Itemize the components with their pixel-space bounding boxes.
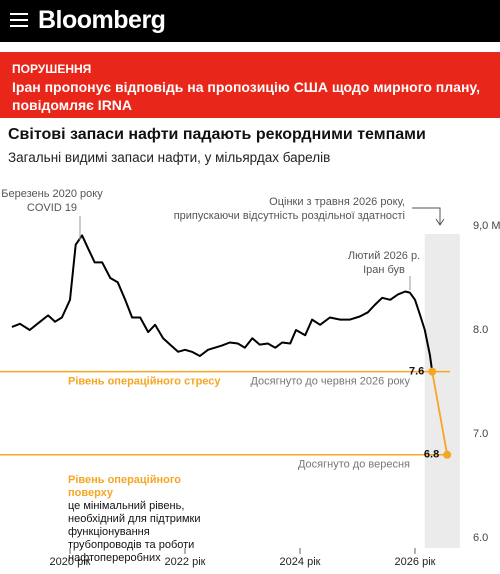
series-line bbox=[11, 234, 434, 372]
y-tick-label: 9,0 M bbox=[473, 220, 500, 232]
annotation: припускаючи відсутність роздільної здатн… bbox=[174, 210, 405, 222]
brand[interactable]: Bloomberg bbox=[38, 6, 166, 34]
chart-subtitle: Загальні видимі запаси нафти, у мільярда… bbox=[8, 150, 331, 165]
headline[interactable]: Іран пропонує відповідь на пропозицію СШ… bbox=[12, 79, 481, 113]
x-tick-label: 2026 рік bbox=[395, 556, 436, 568]
chart: 9,0 M 8.0 7.0 6.0 2020 рік 2022 рік 2024 рік 20… bbox=[0, 188, 500, 568]
reference-label: Рівень операційного стресу bbox=[68, 376, 221, 388]
reference-description: це мінімальний рівень, необхідний для пі… bbox=[68, 500, 201, 564]
forecast-point bbox=[428, 367, 437, 376]
breaking-banner[interactable]: ПОРУШЕННЯ Іран пропонує відповідь на про… bbox=[0, 52, 500, 118]
annotation: Березень 2020 року bbox=[1, 188, 103, 200]
menu-icon[interactable] bbox=[10, 13, 32, 29]
value-label: 7.6 bbox=[409, 366, 424, 378]
reference-note: Досягнуто до вересня bbox=[298, 459, 410, 471]
forecast-band bbox=[424, 234, 460, 548]
x-tick-label: 2022 рік bbox=[165, 556, 206, 568]
value-label: 6.8 bbox=[424, 449, 439, 461]
y-tick-label: 6.0 bbox=[473, 532, 488, 544]
forecast-point bbox=[443, 450, 452, 459]
x-tick-label: 2020 рік bbox=[50, 556, 91, 568]
floor-label: Рівень операційного поверху це мінімальн… bbox=[68, 474, 218, 565]
annotation: Іран був bbox=[363, 264, 405, 276]
annotation: COVID 19 bbox=[27, 202, 77, 214]
chart-title: Світові запаси нафти падають рекордними … bbox=[8, 126, 426, 143]
y-tick-label: 7.0 bbox=[473, 428, 488, 440]
x-tick-label: 2024 рік bbox=[280, 556, 321, 568]
series-line bbox=[431, 371, 449, 455]
reference-label: Рівень операційного поверху bbox=[68, 474, 182, 499]
annotation: Лютий 2026 р. bbox=[348, 250, 420, 262]
y-tick-label: 8.0 bbox=[473, 324, 488, 336]
top-bar: Bloomberg bbox=[0, 0, 500, 42]
kicker: ПОРУШЕННЯ bbox=[12, 62, 92, 76]
reference-note: Досягнуто до червня 2026 року bbox=[250, 376, 410, 388]
annotation-bracket bbox=[412, 207, 445, 226]
annotation: Оцінки з травня 2026 року, bbox=[269, 196, 405, 208]
